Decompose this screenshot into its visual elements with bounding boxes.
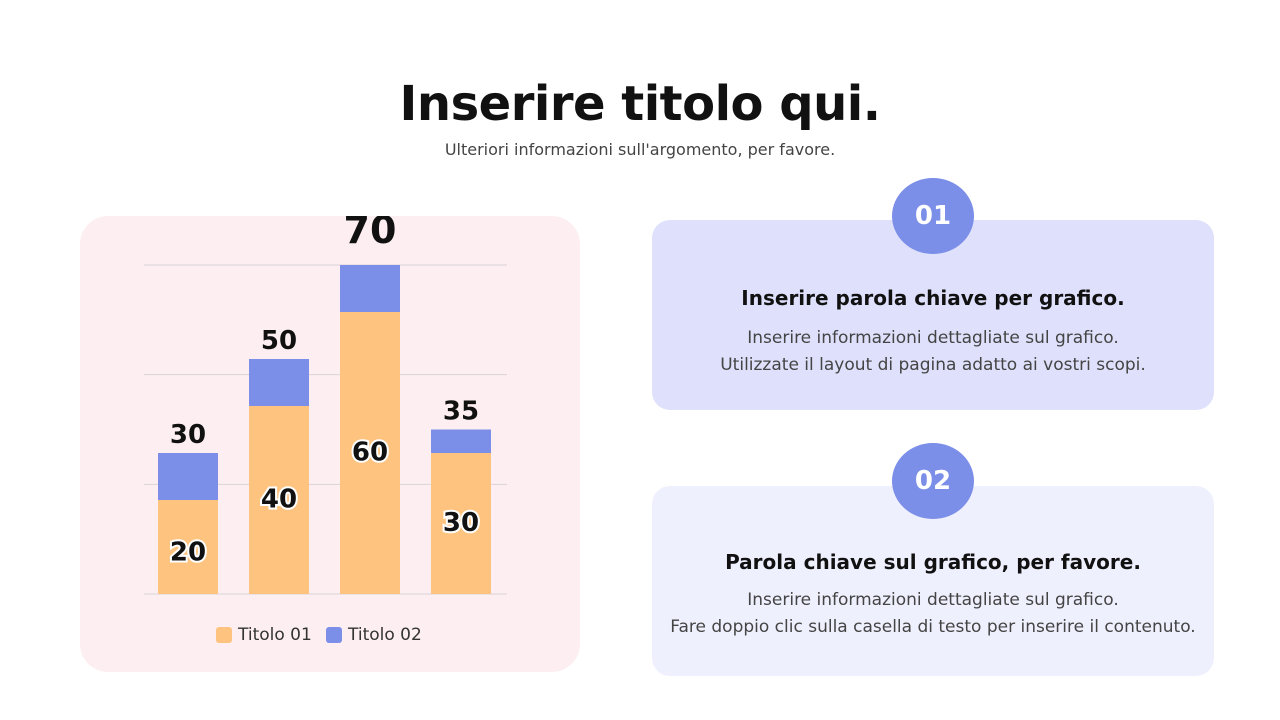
legend-label-series2: Titolo 02 <box>347 625 422 645</box>
data-label-total: 30 <box>170 420 206 450</box>
step-badge-1: 01 <box>892 178 974 254</box>
legend-label-series1: Titolo 01 <box>237 625 312 645</box>
card-text-line: Inserire informazioni dettagliate sul gr… <box>747 328 1119 348</box>
data-label-series1: 30 <box>443 508 479 538</box>
legend-swatch-series1 <box>216 627 232 643</box>
data-label-total: 70 <box>344 216 397 252</box>
step-badge-2: 02 <box>892 443 974 519</box>
card-text-line: Inserire informazioni dettagliate sul gr… <box>747 590 1119 610</box>
bar-segment-series1 <box>249 406 309 594</box>
bar-segment-series2 <box>158 453 218 500</box>
data-label-series1: 40 <box>261 485 297 515</box>
bar-segment-series1 <box>340 312 400 594</box>
data-label-total: 50 <box>261 326 297 356</box>
bar-segment-series2 <box>431 429 491 453</box>
data-label-series1: 20 <box>170 537 206 567</box>
bar-segment-series2 <box>249 359 309 406</box>
card-heading: Inserire parola chiave per grafico. <box>741 286 1125 310</box>
chart-panel: 20 30 40 50 60 70 30 35 Titolo 01 Titolo 02 <box>80 216 580 672</box>
card-text-line: Utilizzate il layout di pagina adatto ai… <box>720 355 1146 375</box>
page-title: Inserire titolo qui. <box>399 76 881 132</box>
card-text-line: Fare doppio clic sulla casella di testo … <box>670 617 1196 637</box>
page-subtitle: Ulteriori informazioni sull'argomento, p… <box>444 140 836 159</box>
data-label-series1: 60 <box>352 438 388 468</box>
card-heading: Parola chiave sul grafico, per favore. <box>725 550 1141 574</box>
data-label-total: 35 <box>443 397 479 427</box>
stacked-bar-chart: 20 30 40 50 60 70 30 35 Titolo 01 Titolo 02 <box>144 216 507 645</box>
bar-segment-series1 <box>158 500 218 594</box>
legend-swatch-series2 <box>326 627 342 643</box>
info-card-1: Inserire parola chiave per grafico. Inse… <box>652 220 1214 410</box>
bar-segment-series2 <box>340 265 400 312</box>
bar-segment-series1 <box>431 453 491 594</box>
